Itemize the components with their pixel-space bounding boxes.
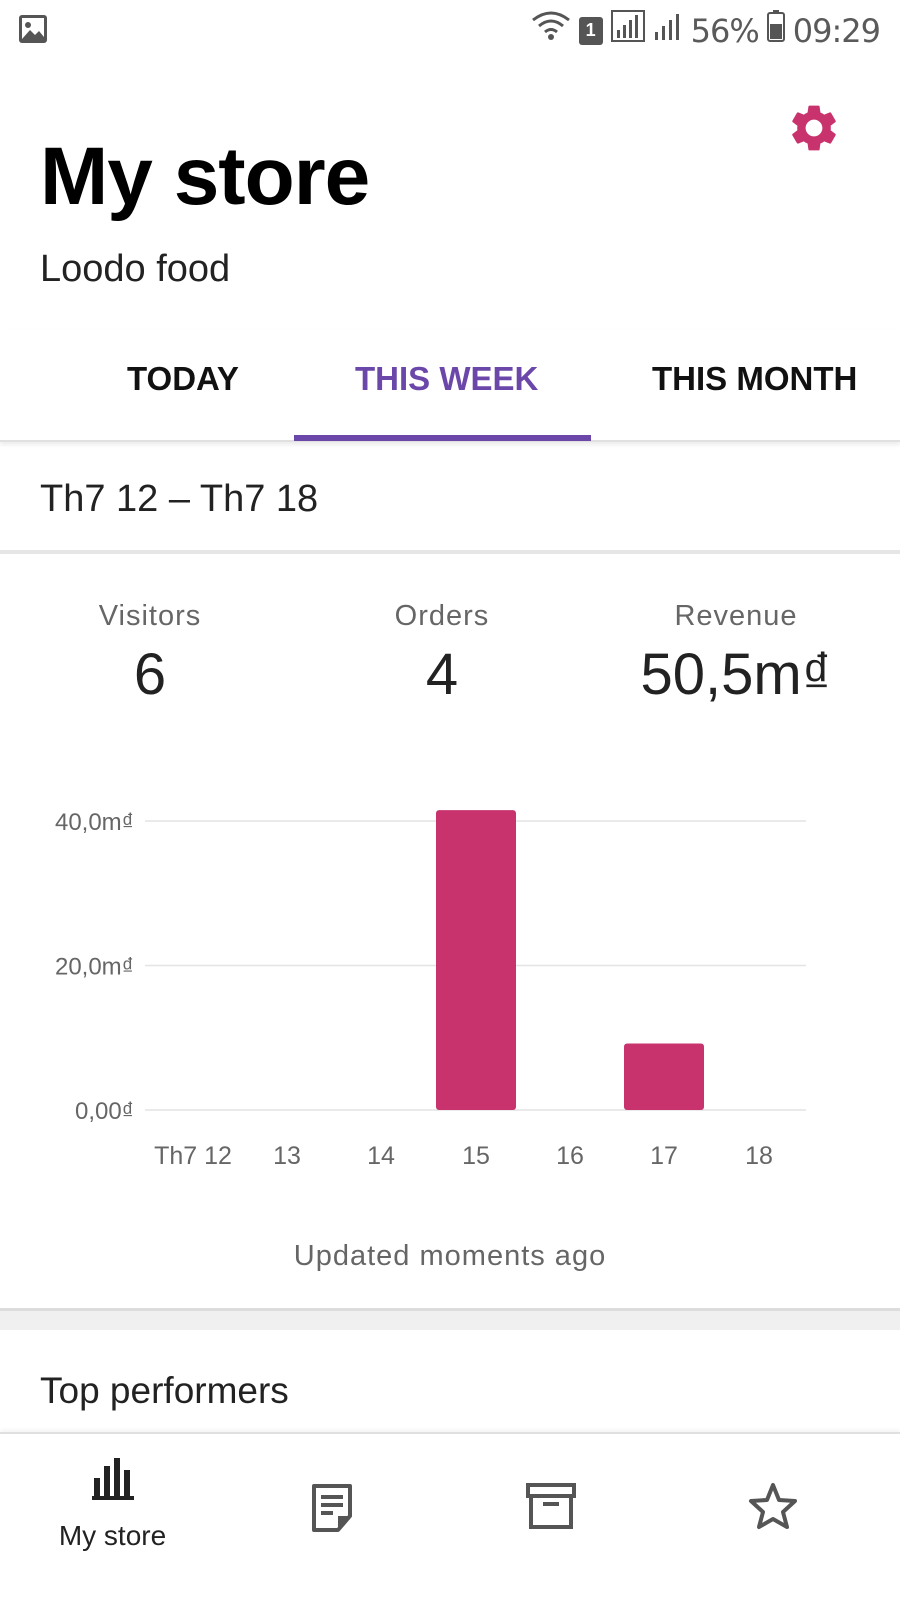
sim-badge: 1 [578,16,603,45]
y-tick-label: 20,0m₫ [55,954,134,981]
nav-label: My store [58,1520,167,1551]
gear-icon[interactable] [786,100,842,156]
tab-today[interactable]: TODAY [127,360,239,397]
signal-icon-2 [653,10,683,51]
x-tick-label: 13 [273,1142,301,1170]
divider [0,550,900,554]
clock: 09:29 [792,11,881,50]
stat-orders: Orders 4 [292,600,592,708]
stat-value: 50,5m₫ [640,642,832,707]
stat-value: 6 [133,642,167,707]
x-tick-label: 14 [367,1142,395,1170]
stat-label: Visitors [98,600,202,632]
tab-this-month[interactable]: THIS MONTH [652,360,858,397]
gallery-icon [18,14,48,49]
section-title: Top performers [40,1370,289,1411]
battery-percent: 56% [690,11,760,50]
x-tick-label: 15 [462,1142,490,1170]
bar-chart-icon [91,1458,134,1500]
wifi-icon [531,10,571,51]
updated-text: Updated moments ago [293,1240,607,1272]
x-tick-label: Th7 12 [154,1142,232,1170]
chart-bar[interactable] [436,810,516,1110]
active-tab-indicator [294,435,591,441]
nav-orders[interactable] [219,1434,444,1600]
nav-archive[interactable] [438,1434,663,1600]
x-tick-label: 18 [745,1142,773,1170]
stat-visitors: Visitors 6 [0,600,300,708]
bottom-nav: My store [0,1432,900,1600]
nav-my-store[interactable]: My store [0,1434,225,1600]
tab-this-week[interactable]: THIS WEEK [355,360,539,397]
x-tick-label: 16 [556,1142,584,1170]
orders-icon [311,1484,352,1532]
signal-icon [610,10,645,51]
stat-label: Revenue [674,600,798,632]
x-tick-label: 17 [650,1142,678,1170]
page-title: My store [40,131,370,222]
chart-bar[interactable] [624,1043,704,1110]
stat-value: 4 [425,642,459,707]
archive-icon [525,1483,576,1529]
revenue-chart-svg: 40,0m₫ 20,0m₫ 0,00₫ Th7 12 13 14 15 16 17 18 [55,809,806,1170]
y-tick-label: 0,00₫ [75,1098,134,1125]
revenue-chart: 40,0m₫ 20,0m₫ 0,00₫ Th7 12 13 14 15 16 17 18 [0,780,900,1200]
status-bar: 1 56% 09:29 [0,0,900,62]
stat-revenue: Revenue 50,5m₫ [586,600,886,708]
section-divider [0,1308,900,1330]
store-name: Loodo food [40,248,231,290]
nav-favorites[interactable] [660,1434,885,1600]
period-tabs: TODAY THIS WEEK THIS MONTH [0,330,900,442]
battery-icon [766,10,785,51]
stat-label: Orders [394,600,490,632]
y-tick-label: 40,0m₫ [55,809,134,836]
date-range: Th7 12 – Th7 18 [40,478,319,520]
star-icon [748,1483,797,1529]
